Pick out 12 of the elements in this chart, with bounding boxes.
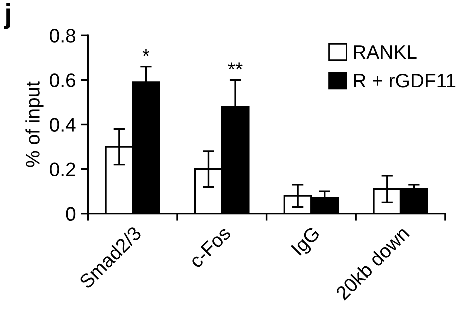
legend-label: R + rGDF11 <box>354 74 456 88</box>
y-tick-label: 0.2 <box>50 162 76 177</box>
y-tick-label: 0.4 <box>50 118 76 132</box>
annotation: ** <box>228 62 243 70</box>
annotation: * <box>142 49 150 56</box>
y-tick-label: 0.8 <box>50 29 76 43</box>
text: j <box>4 3 10 30</box>
y-axis-title: % of input <box>26 82 44 168</box>
legend-label: RANKL <box>354 46 417 60</box>
x-tick-label: IgG <box>290 226 324 259</box>
y-tick-label: 0.6 <box>50 74 76 88</box>
y-tick-label: 0 <box>66 207 76 222</box>
